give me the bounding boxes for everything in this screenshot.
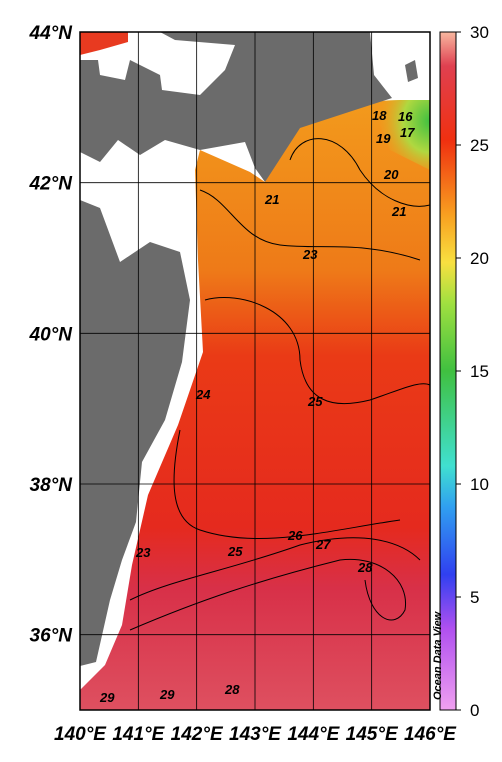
y-tick-label: 42°N: [29, 174, 74, 195]
contour-line: [173, 429, 401, 540]
contour-line: [289, 138, 431, 207]
x-tick-label: 141°E: [112, 724, 165, 745]
sea-surface-corner: [80, 32, 128, 55]
land-honshu: [80, 200, 190, 666]
colorbar: [439, 31, 457, 711]
contour-line: [129, 537, 421, 601]
contour-label: 28: [224, 682, 240, 697]
contour-label: 23: [135, 545, 151, 560]
contour-label: 21: [391, 204, 406, 219]
cold-water: [370, 100, 430, 170]
contour-lines: [129, 138, 431, 631]
y-tick-label: 44°N: [29, 23, 74, 44]
colorbar-tick-label: 0: [470, 701, 479, 720]
y-tick-label: 38°N: [30, 475, 74, 496]
contour-label: 16: [398, 109, 413, 124]
contour-line: [204, 297, 431, 405]
colorbar-tick-label: 10: [470, 475, 489, 494]
x-tick-label: 144°E: [287, 724, 340, 745]
contour-label: 26: [287, 528, 303, 543]
contour-line: [199, 189, 421, 261]
contour-label: 18: [372, 108, 387, 123]
contour-label: 24: [195, 387, 211, 402]
y-tick-label: 36°N: [30, 626, 74, 647]
colorbar-tick-label: 5: [470, 588, 479, 607]
contour-label: 25: [307, 394, 323, 409]
contour-label: 27: [315, 537, 331, 552]
contour-label: 21: [264, 192, 279, 207]
contour-line: [129, 558, 407, 631]
colorbar-tick-label: 20: [470, 249, 489, 268]
y-tick-label: 40°N: [29, 324, 74, 345]
x-tick-label: 146°E: [404, 724, 457, 745]
attribution: Ocean Data View: [432, 610, 444, 700]
contour-label: 25: [227, 544, 243, 559]
colorbar-tick-label: 25: [470, 136, 489, 155]
plot-frame: [79, 31, 431, 711]
colorbar-tick-label: 30: [470, 23, 489, 42]
contour-label: 28: [357, 560, 373, 575]
land-cape: [405, 60, 418, 82]
land-hokkaido: [80, 32, 392, 182]
contour-label: 19: [376, 131, 391, 146]
contour-label: 29: [99, 690, 115, 705]
x-tick-label: 142°E: [171, 724, 224, 745]
contour-label: 23: [302, 247, 318, 262]
x-tick-label: 140°E: [54, 724, 107, 745]
contour-label: 17: [400, 125, 415, 140]
contour-label: 29: [159, 687, 175, 702]
colorbar-tick-label: 15: [470, 362, 489, 381]
contour-label: 20: [383, 167, 399, 182]
x-tick-label: 143°E: [229, 724, 282, 745]
x-tick-label: 145°E: [346, 724, 399, 745]
